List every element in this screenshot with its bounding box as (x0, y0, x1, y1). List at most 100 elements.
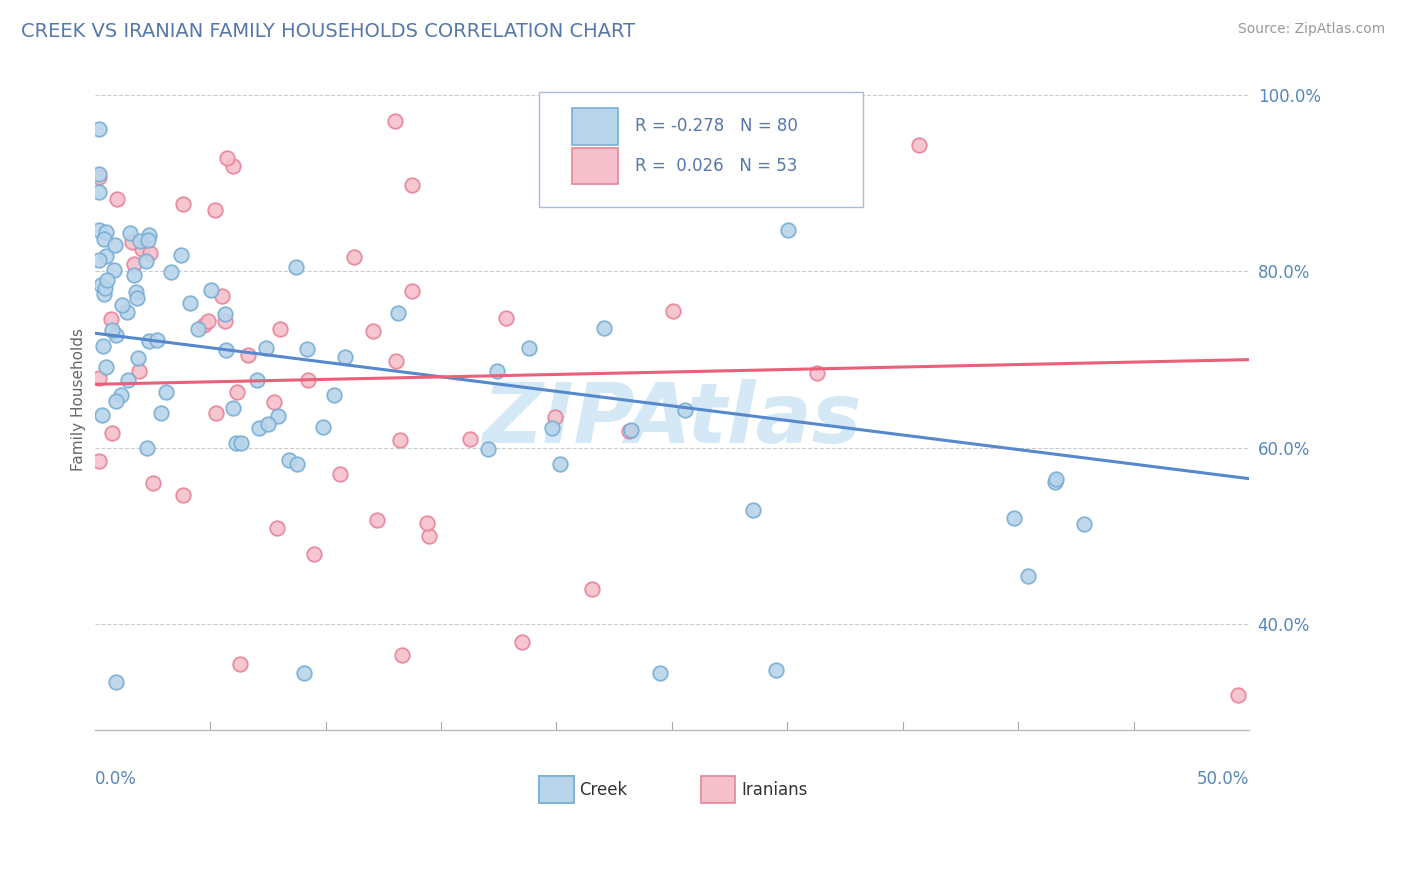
Point (100, 311, 122, 326)
Point (89, 278, 111, 293)
Point (328, 467, 350, 481)
Point (343, 250, 366, 264)
Point (103, 238, 125, 252)
Point (486, 364, 509, 378)
Point (104, 674, 127, 689)
Point (495, 311, 517, 326)
Point (138, 227, 160, 242)
Point (548, 457, 571, 471)
Point (519, 342, 541, 356)
FancyBboxPatch shape (538, 92, 862, 208)
Point (187, 322, 209, 336)
Point (193, 318, 215, 333)
Point (458, 432, 481, 446)
Point (544, 409, 567, 424)
Point (159, 265, 181, 279)
Point (1045, 472, 1067, 486)
Point (89, 371, 111, 385)
Point (416, 516, 439, 530)
Point (135, 254, 157, 268)
Text: 0.0%: 0.0% (94, 770, 136, 788)
Point (322, 388, 344, 402)
Point (121, 235, 143, 250)
Point (1002, 511, 1025, 525)
FancyBboxPatch shape (571, 148, 617, 185)
Point (172, 488, 194, 502)
Point (142, 475, 165, 490)
Point (122, 257, 145, 271)
Point (363, 324, 385, 338)
Point (254, 341, 277, 355)
Text: Iranians: Iranians (741, 780, 807, 798)
Point (297, 342, 319, 356)
Point (172, 197, 194, 211)
Point (617, 424, 640, 438)
Point (806, 367, 828, 381)
Text: Source: ZipAtlas.com: Source: ZipAtlas.com (1237, 22, 1385, 37)
Point (214, 314, 236, 328)
Point (510, 635, 533, 649)
Point (269, 322, 291, 336)
Point (146, 334, 169, 348)
Point (101, 322, 124, 336)
Point (89, 454, 111, 468)
Point (385, 354, 408, 368)
Point (1045, 475, 1067, 489)
Point (266, 521, 288, 535)
Point (125, 291, 148, 305)
Point (741, 502, 763, 516)
Y-axis label: Family Households: Family Households (72, 327, 86, 471)
Point (170, 248, 193, 262)
Point (197, 314, 219, 328)
Point (89, 253, 111, 268)
Text: ZIPAtlas: ZIPAtlas (482, 378, 862, 459)
Point (285, 457, 308, 471)
Point (401, 284, 423, 298)
Point (391, 648, 413, 662)
Point (229, 657, 252, 671)
Point (418, 529, 440, 543)
FancyBboxPatch shape (571, 108, 617, 145)
Point (765, 663, 787, 677)
Point (115, 305, 138, 319)
Point (89, 169, 111, 184)
Point (179, 296, 201, 310)
Point (673, 403, 696, 417)
Point (215, 151, 238, 165)
Point (150, 406, 173, 420)
Point (1017, 569, 1039, 583)
Point (110, 387, 132, 401)
Point (247, 421, 270, 435)
Point (125, 285, 148, 299)
Point (312, 420, 335, 434)
Point (118, 226, 141, 240)
Point (93, 287, 115, 301)
Point (620, 423, 643, 437)
Point (136, 234, 159, 248)
Point (541, 421, 564, 435)
Point (138, 334, 160, 349)
Point (245, 373, 267, 387)
Point (477, 442, 499, 456)
Text: CREEK VS IRANIAN FAMILY HOUSEHOLDS CORRELATION CHART: CREEK VS IRANIAN FAMILY HOUSEHOLDS CORRE… (21, 22, 636, 41)
Point (401, 178, 423, 192)
Point (236, 348, 259, 362)
FancyBboxPatch shape (700, 776, 735, 803)
Text: R = -0.278   N = 80: R = -0.278 N = 80 (636, 118, 797, 136)
Point (211, 288, 233, 302)
Point (263, 394, 285, 409)
Point (267, 409, 290, 424)
Point (650, 665, 672, 680)
Point (94, 281, 117, 295)
Point (91, 339, 114, 353)
Point (96, 273, 118, 287)
Point (387, 306, 409, 320)
Point (214, 307, 236, 321)
Point (285, 260, 308, 275)
Point (1226, 688, 1249, 702)
Point (205, 406, 228, 420)
Point (907, 138, 929, 153)
Point (297, 372, 319, 386)
Point (96, 359, 118, 374)
Point (136, 441, 159, 455)
